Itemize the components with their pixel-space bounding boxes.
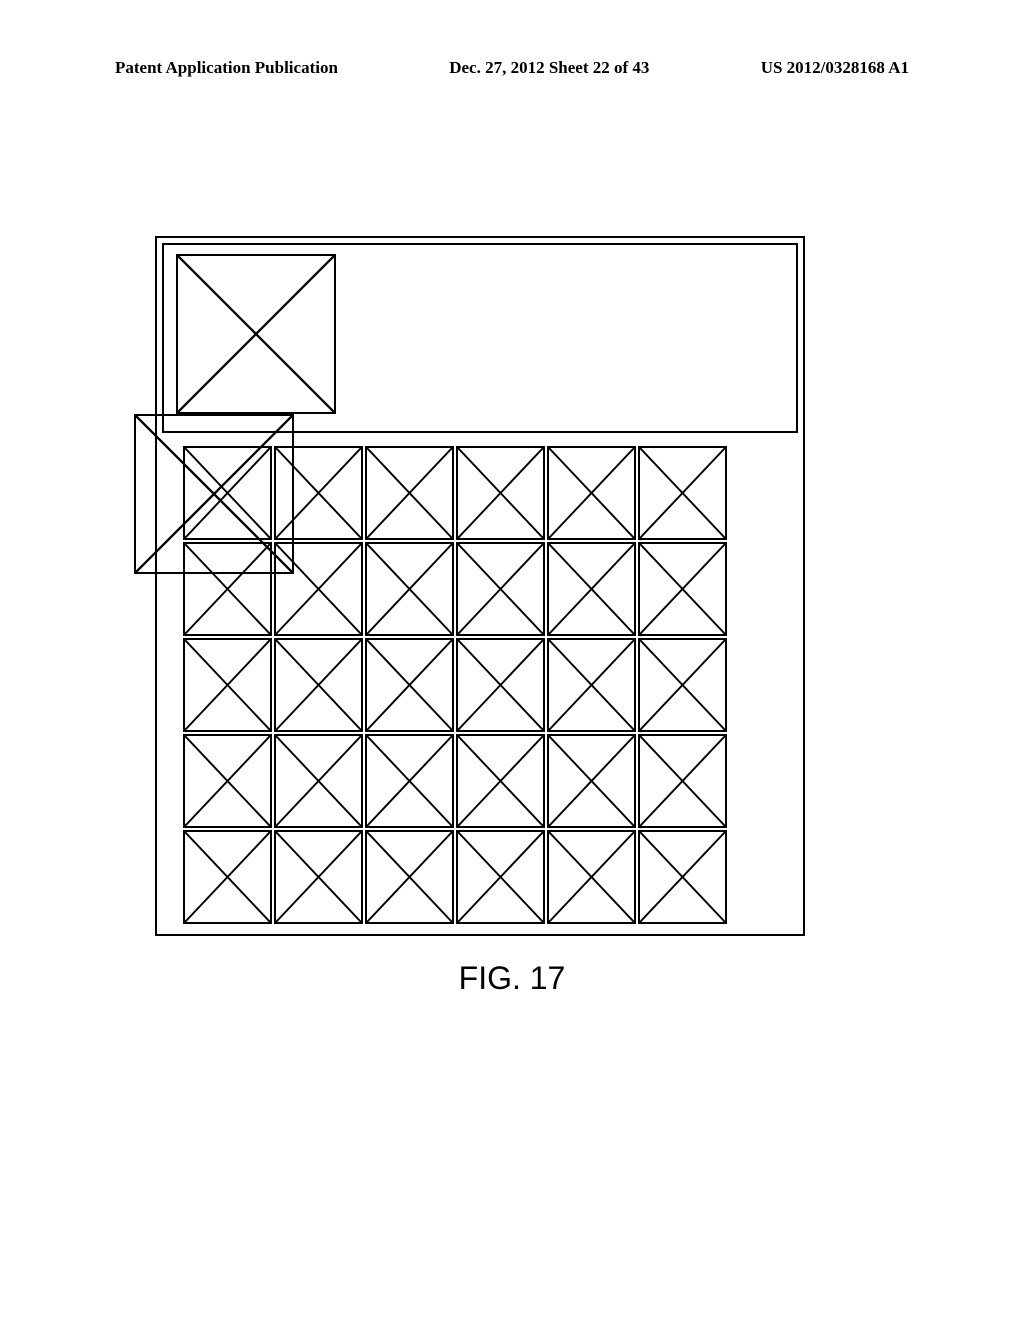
grid-placeholder-cell: [274, 638, 363, 732]
x-icon: [549, 640, 634, 730]
x-icon: [185, 832, 270, 922]
x-icon: [640, 544, 725, 634]
grid-placeholder-cell: [638, 734, 727, 828]
x-icon: [185, 544, 270, 634]
grid-placeholder-cell: [456, 542, 545, 636]
grid-placeholder-cell: [456, 638, 545, 732]
x-icon: [178, 256, 334, 412]
figure-container: [155, 236, 805, 936]
x-icon: [276, 448, 361, 538]
x-icon: [367, 448, 452, 538]
grid-placeholder-cell: [638, 446, 727, 540]
x-icon: [367, 736, 452, 826]
grid-placeholder-cell: [274, 542, 363, 636]
x-icon: [458, 640, 543, 730]
placeholder-grid: [183, 446, 727, 921]
x-icon: [367, 640, 452, 730]
x-icon: [458, 736, 543, 826]
x-icon: [458, 544, 543, 634]
x-icon: [640, 736, 725, 826]
x-icon: [640, 832, 725, 922]
grid-placeholder-cell: [547, 638, 636, 732]
x-icon: [276, 544, 361, 634]
x-icon: [549, 544, 634, 634]
grid-placeholder-cell: [456, 446, 545, 540]
x-icon: [185, 736, 270, 826]
grid-placeholder-cell: [274, 734, 363, 828]
grid-placeholder-cell: [365, 734, 454, 828]
grid-placeholder-cell: [365, 830, 454, 924]
grid-placeholder-cell: [638, 638, 727, 732]
grid-placeholder-cell: [183, 446, 272, 540]
grid-placeholder-cell: [547, 830, 636, 924]
x-icon: [367, 832, 452, 922]
x-icon: [185, 448, 270, 538]
x-icon: [458, 448, 543, 538]
x-icon: [276, 736, 361, 826]
grid-placeholder-cell: [183, 542, 272, 636]
grid-placeholder-cell: [274, 830, 363, 924]
grid-placeholder-cell: [456, 830, 545, 924]
grid-placeholder-cell: [274, 446, 363, 540]
page-header: Patent Application Publication Dec. 27, …: [0, 58, 1024, 78]
x-icon: [549, 832, 634, 922]
x-icon: [367, 544, 452, 634]
x-icon: [549, 736, 634, 826]
grid-placeholder-cell: [456, 734, 545, 828]
grid-placeholder-cell: [365, 638, 454, 732]
x-icon: [640, 448, 725, 538]
grid-placeholder-cell: [365, 446, 454, 540]
x-icon: [276, 640, 361, 730]
header-center: Dec. 27, 2012 Sheet 22 of 43: [449, 58, 649, 78]
x-icon: [276, 832, 361, 922]
grid-placeholder-cell: [638, 830, 727, 924]
grid-placeholder-cell: [547, 542, 636, 636]
top-placeholder-box-left: [176, 254, 336, 414]
grid-placeholder-cell: [183, 734, 272, 828]
x-icon: [640, 640, 725, 730]
grid-placeholder-cell: [365, 542, 454, 636]
grid-placeholder-cell: [183, 830, 272, 924]
header-left: Patent Application Publication: [115, 58, 338, 78]
x-icon: [458, 832, 543, 922]
header-right: US 2012/0328168 A1: [761, 58, 909, 78]
x-icon: [185, 640, 270, 730]
grid-placeholder-cell: [547, 446, 636, 540]
figure-label: FIG. 17: [0, 960, 1024, 997]
x-icon: [549, 448, 634, 538]
grid-placeholder-cell: [547, 734, 636, 828]
grid-placeholder-cell: [638, 542, 727, 636]
grid-placeholder-cell: [183, 638, 272, 732]
